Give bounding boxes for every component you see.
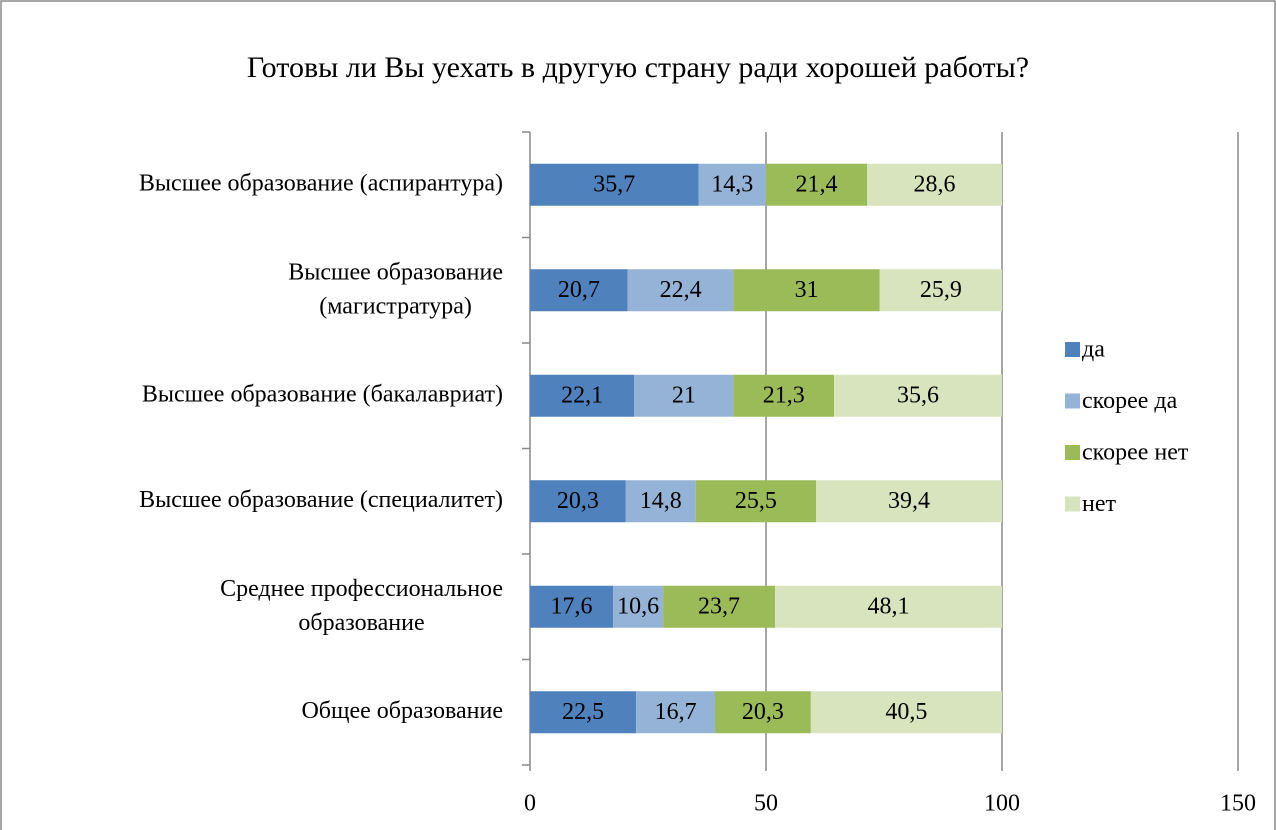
bar-segment (530, 691, 637, 734)
bar-segment (733, 374, 834, 417)
bar-segment (530, 480, 626, 523)
data-label: 40,5 (885, 699, 927, 725)
bar-segment (627, 269, 734, 312)
bar-segment (774, 585, 1002, 628)
data-label: 22,5 (562, 699, 604, 725)
bar-segment (695, 480, 817, 523)
bar-segment (530, 163, 699, 206)
legend-label: скорее нет (1082, 440, 1189, 466)
y-tick-label: Среднее профессиональное образование (220, 575, 503, 635)
data-label: 35,6 (897, 382, 939, 408)
bar-segment (766, 163, 868, 206)
bar-segment (613, 585, 664, 628)
legend-swatch (1065, 496, 1080, 512)
data-label: 21 (672, 382, 696, 408)
data-label: 16,7 (655, 699, 697, 725)
data-label: 22,4 (660, 277, 702, 303)
legend-swatch (1065, 445, 1080, 460)
bar-segment (530, 585, 614, 628)
data-label: 21,4 (796, 171, 838, 197)
data-label: 31 (795, 277, 819, 303)
x-tick-label: 50 (754, 791, 778, 817)
bar-segment (530, 374, 635, 417)
data-label: 35,7 (593, 171, 635, 197)
bar-segment (733, 269, 880, 312)
bar-segment (625, 480, 696, 523)
legend-swatch (1065, 393, 1080, 409)
data-label: 28,6 (914, 171, 956, 197)
y-tick-label: Высшее образование (специалитет) (139, 487, 503, 513)
data-label: 39,4 (888, 488, 930, 514)
bar-segment (816, 480, 1002, 523)
bar-segment (634, 374, 734, 417)
data-label: 21,3 (763, 382, 805, 408)
data-label: 20,3 (742, 699, 784, 725)
bar-segment (810, 691, 1002, 734)
data-label: 25,5 (735, 488, 777, 514)
data-label: 10,6 (617, 593, 659, 619)
data-label: 25,9 (920, 277, 962, 303)
legend-swatch (1065, 342, 1080, 357)
y-tick-label: Общее образование (301, 698, 503, 724)
x-tick-label: 100 (984, 791, 1020, 817)
data-label: 17,6 (551, 593, 593, 619)
data-label: 20,3 (557, 488, 599, 514)
y-tick-label: Высшее образование (аспирантура) (139, 170, 503, 196)
y-tick-label: Высшее образование (бакалавриат) (142, 381, 503, 407)
bar-segment (833, 374, 1002, 417)
bar-segment (530, 269, 628, 312)
y-tick-label: Высшее образование (магистратура) (288, 259, 503, 319)
legend-label: скорее да (1082, 388, 1178, 414)
bar-segment (867, 163, 1002, 206)
legend-label: нет (1082, 491, 1116, 517)
x-tick-label: 150 (1220, 791, 1256, 817)
data-label: 14,3 (711, 171, 753, 197)
data-label: 22,1 (561, 382, 603, 408)
bar-segment (698, 163, 766, 206)
x-tick-label: 0 (524, 791, 536, 817)
bar-segment (663, 585, 775, 628)
bar-segment (715, 691, 811, 734)
data-label: 48,1 (867, 593, 909, 619)
bar-segment (636, 691, 716, 734)
data-label: 14,8 (640, 488, 682, 514)
legend-label: да (1082, 337, 1105, 363)
chart-title: Готовы ли Вы уехать в другую страну ради… (247, 51, 1029, 84)
bar-segment (879, 269, 1002, 312)
data-label: 23,7 (698, 593, 740, 619)
data-label: 20,7 (558, 277, 600, 303)
